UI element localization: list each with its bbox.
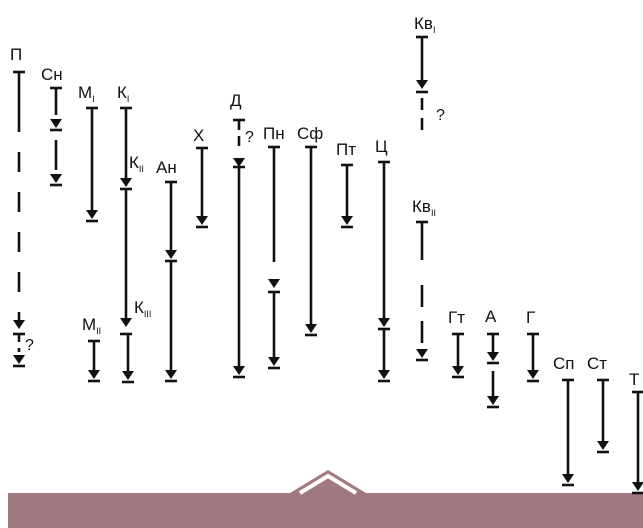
p-question-mark: ? <box>25 337 34 354</box>
label-pn: Пн <box>263 124 285 143</box>
label-kv1: КвI <box>414 14 435 35</box>
label-an: Ан <box>156 158 177 177</box>
m2-arrow <box>88 370 100 379</box>
sn-arrow-1 <box>50 119 62 128</box>
label-k2-subscript: II <box>139 164 144 174</box>
k2-arrow <box>120 318 132 327</box>
pn-arrow-1 <box>268 279 280 288</box>
label-m2-subscript: II <box>96 326 101 336</box>
d-question-mark: ? <box>245 129 254 146</box>
a-arrow-1 <box>487 352 499 361</box>
label-t: Т <box>629 370 639 389</box>
gt-arrow <box>452 366 464 375</box>
a-arrow-2 <box>487 396 499 405</box>
pt-arrow <box>341 216 353 225</box>
label-k1: КI <box>117 83 129 104</box>
sf-arrow <box>305 324 317 333</box>
k1-arrow <box>120 178 132 187</box>
label-g: Г <box>526 308 535 327</box>
label-k3: КIII <box>134 298 151 319</box>
g-arrow <box>527 370 539 379</box>
sp-arrow <box>562 474 574 483</box>
label-p: П <box>10 45 22 64</box>
label-kv1-subscript: I <box>433 25 436 35</box>
pn-arrow-2 <box>268 357 280 366</box>
sn-arrow-2 <box>50 174 62 183</box>
d-arrow-1 <box>233 158 245 167</box>
p-arrow-1 <box>13 320 25 329</box>
x-arrow <box>196 216 208 225</box>
label-m1-subscript: I <box>92 94 95 104</box>
label-ts: Ц <box>375 137 388 156</box>
m1-arrow <box>86 210 98 219</box>
label-k2: КII <box>129 153 144 174</box>
kv1-arrow <box>416 80 428 89</box>
p-arrow-2 <box>13 355 25 364</box>
label-kv2: КвII <box>412 197 436 218</box>
k3-arrow <box>122 371 134 380</box>
an-arrow-1 <box>165 250 177 259</box>
bottom-banner <box>8 470 643 528</box>
label-sn: Сн <box>41 65 63 84</box>
kv2-arrow <box>416 349 428 358</box>
banner-peak-highlight <box>298 473 358 495</box>
kv1-question-mark: ? <box>436 107 445 124</box>
ts-arrow-2 <box>378 370 390 379</box>
label-m2: МII <box>82 315 101 336</box>
label-sf: Сф <box>297 124 323 143</box>
label-k3-subscript: III <box>144 309 152 319</box>
label-st: Ст <box>587 354 607 373</box>
label-a: А <box>485 307 497 326</box>
label-kv2-subscript: II <box>431 208 436 218</box>
ts-arrow-1 <box>378 318 390 327</box>
label-pt: Пт <box>336 140 356 159</box>
label-k1-subscript: I <box>127 94 130 104</box>
an-arrow-2 <box>165 370 177 379</box>
label-m1: МI <box>78 83 95 104</box>
label-d: Д <box>230 91 242 110</box>
d-arrow-2 <box>233 366 245 375</box>
label-sp: Сп <box>553 354 574 373</box>
label-gt: Гт <box>448 308 465 327</box>
t-arrow <box>632 482 643 491</box>
label-x: Х <box>193 126 204 145</box>
st-arrow <box>597 441 609 450</box>
